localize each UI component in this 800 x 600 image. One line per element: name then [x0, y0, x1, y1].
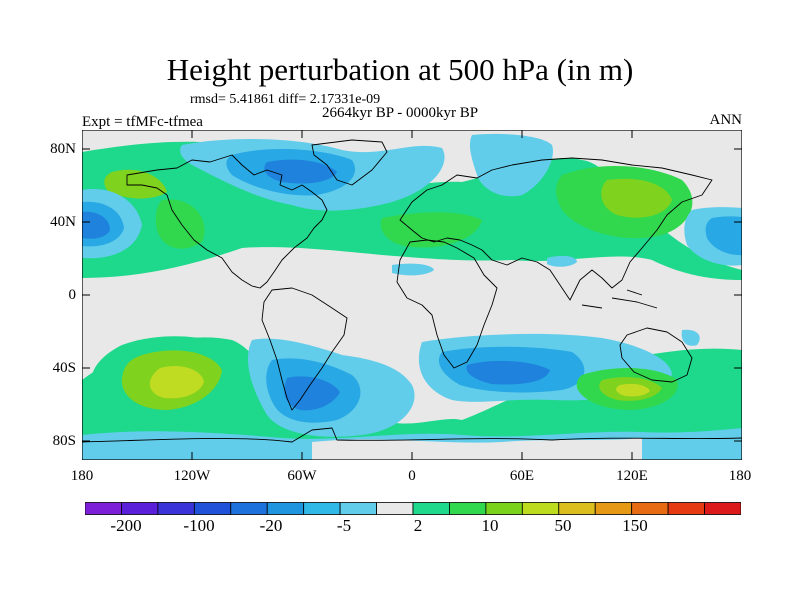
colorbar-label-neg100: -100: [183, 516, 215, 535]
rmsd-diff-stats: rmsd= 5.41861 diff= 2.17331e-09: [190, 92, 381, 107]
colorbar-swatch: [449, 502, 487, 515]
neg-strip-africa: [392, 263, 434, 276]
colorbar: [85, 502, 741, 515]
lon-label-60w: 60W: [287, 468, 317, 484]
experiment-label: Expt = tfMFc-tfmea: [82, 114, 203, 130]
map-panel: [82, 130, 742, 460]
lat-label-80s: 80S: [52, 433, 76, 449]
coast-greenland: [311, 139, 388, 186]
coastlines: [82, 139, 742, 443]
plot-title: Height perturbation at 500 hPa (in m): [166, 52, 634, 87]
pos-inner-south-pacific: [149, 365, 204, 399]
coast-south-america: [261, 287, 348, 411]
colorbar-label-50: 50: [554, 516, 572, 535]
field-layer: [82, 130, 742, 460]
colorbar-label-150: 150: [622, 516, 648, 535]
coast-eurasia: [399, 157, 713, 301]
neg-deep-indian-ocean: [466, 360, 550, 385]
pos-anomaly-europe: [380, 212, 482, 248]
sh-positive-belt: [82, 337, 742, 460]
pos-anomaly-west-us: [155, 199, 205, 249]
colorbar-swatch: [193, 502, 232, 515]
colorbar-swatch: [303, 502, 341, 515]
colorbar-swatch: [412, 502, 450, 515]
neg-deep-w-pacific: [82, 211, 110, 239]
lat-label-40n: 40N: [50, 214, 76, 230]
lat-label-80n: 80N: [50, 141, 76, 157]
lon-label-0: 0: [408, 468, 416, 484]
colorbar-swatch: [521, 502, 560, 515]
neg-east-australia: [681, 329, 700, 346]
colorbar-swatch: [667, 502, 705, 515]
pos-anomaly-nw-atlantic: [104, 169, 167, 199]
colorbar-label-neg20: -20: [259, 516, 283, 535]
season-label: ANN: [709, 112, 743, 128]
lon-label-180e: 180: [728, 468, 752, 484]
colorbar-swatch: [85, 502, 122, 515]
colorbar-swatch: [704, 502, 741, 515]
colorbar-label-neg5: -5: [336, 516, 352, 535]
lat-label-40s: 40S: [52, 360, 76, 376]
colorbar-swatch: [485, 502, 523, 515]
colorbar-label-2: 2: [413, 516, 423, 535]
colorbar-swatch: [631, 502, 669, 515]
colorbar-swatch: [266, 502, 305, 515]
lon-ticks: [82, 130, 742, 460]
coast-australia: [619, 327, 693, 383]
lon-label-180w: 180: [70, 468, 94, 484]
time-period-label: 2664kyr BP - 0000kyr BP: [322, 105, 479, 121]
colorbar-swatch: [558, 502, 596, 515]
colorbar-swatch: [230, 502, 268, 515]
colorbar-label-10: 10: [481, 516, 499, 535]
lon-label-120w: 120W: [173, 468, 211, 484]
colorbar-swatch: [157, 502, 195, 515]
lon-label-60e: 60E: [509, 468, 535, 484]
colorbar-label-neg200: -200: [110, 516, 142, 535]
colorbar-swatch: [376, 502, 414, 515]
colorbar-swatch: [339, 502, 377, 515]
neg-core-e-pacific: [705, 216, 742, 256]
coast-north-america: [126, 154, 328, 289]
pos-core-asia: [601, 178, 672, 218]
neg-deep-canada: [264, 159, 337, 184]
pos-inner-australia-south: [616, 383, 650, 397]
neg-strip-china: [547, 255, 577, 267]
lon-label-120e: 120E: [616, 468, 648, 484]
neutral-antarctic-strip: [312, 438, 642, 460]
coast-southeast-asia-islands: [581, 289, 658, 309]
lat-ticks: [82, 148, 742, 442]
colorbar-swatch: [121, 502, 159, 515]
coast-africa: [396, 239, 498, 369]
coast-antarctica: [82, 427, 742, 443]
lat-label-eq: 0: [68, 287, 77, 303]
colorbar-swatch: [594, 502, 633, 515]
